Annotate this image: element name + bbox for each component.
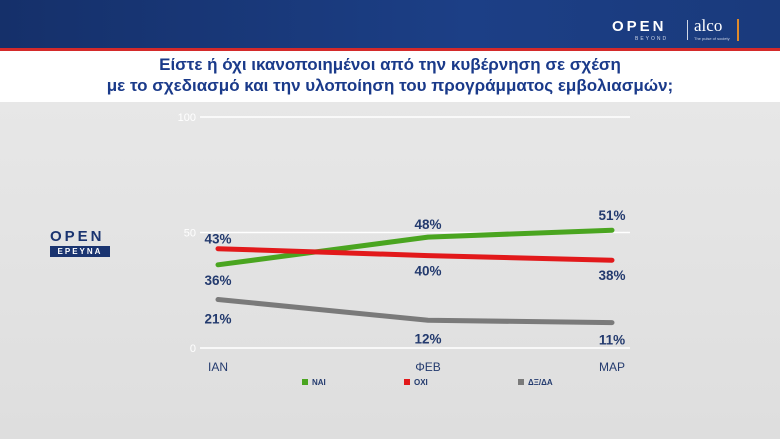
data-label-2-1: 12% (414, 331, 441, 346)
chart-background (0, 102, 780, 439)
logo-separator (687, 20, 688, 40)
series-line-0 (215, 227, 615, 268)
legend-label-1: ΟΧΙ (414, 378, 428, 387)
header-accent-line (0, 48, 780, 51)
alco-logo: alco (694, 16, 723, 35)
chart-title: Είστε ή όχι ικανοποιημένοι από την κυβέρ… (0, 54, 780, 96)
open-erevna-logo-label: ΕΡΕΥΝΑ (50, 246, 110, 257)
data-label-1-0: 43% (204, 232, 231, 247)
y-tick-label-0: 0 (190, 343, 196, 355)
alco-logo-tagline: The pulse of society (694, 36, 730, 41)
title-panel (0, 51, 780, 102)
x-tick-label-0: ΙΑΝ (208, 360, 228, 374)
legend-label-0: ΝΑΙ (312, 378, 326, 387)
data-label-0-2: 51% (598, 208, 625, 223)
open-beyond-logo: OPEN (612, 18, 667, 35)
header-bar (0, 0, 780, 48)
data-label-1-2: 38% (598, 268, 625, 283)
data-label-0-0: 36% (204, 273, 231, 288)
data-label-2-2: 11% (599, 333, 625, 348)
legend-label-2: ΔΞ/ΔΑ (528, 378, 553, 387)
y-tick-label-1: 50 (184, 228, 196, 240)
alco-logo-bar (737, 19, 739, 41)
chart-title-line-1: Είστε ή όχι ικανοποιημένοι από την κυβέρ… (159, 55, 621, 74)
x-tick-label-1: ΦΕΒ (415, 360, 441, 374)
series-line-2 (215, 297, 615, 326)
open-erevna-logo: OPEN ΕΡΕΥΝΑ (50, 228, 112, 257)
y-tick-label-2: 100 (178, 112, 196, 124)
legend-swatch-0 (302, 379, 308, 385)
data-label-2-0: 21% (204, 311, 231, 326)
legend-swatch-1 (404, 379, 410, 385)
chart-title-line-2: με το σχεδιασμό και την υλοποίηση του πρ… (106, 76, 674, 95)
data-label-1-1: 40% (414, 264, 441, 279)
open-erevna-logo-word: OPEN (50, 228, 105, 245)
x-tick-label-2: ΜΑΡ (599, 360, 625, 374)
open-beyond-logo-subtitle: BEYOND (635, 36, 669, 42)
legend-swatch-2 (518, 379, 524, 385)
series-line-1 (215, 246, 615, 263)
data-label-0-1: 48% (414, 217, 441, 232)
